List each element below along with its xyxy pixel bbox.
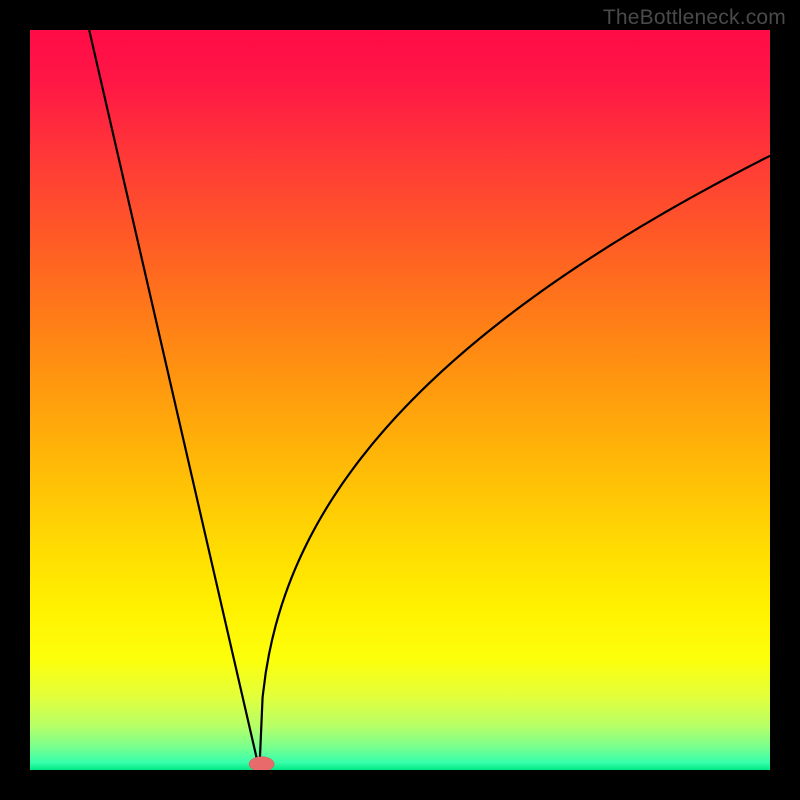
chart-background bbox=[30, 30, 770, 770]
optimal-marker bbox=[249, 757, 274, 770]
bottleneck-chart bbox=[30, 30, 770, 770]
watermark-text: TheBottleneck.com bbox=[603, 6, 786, 30]
chart-svg bbox=[30, 30, 770, 770]
